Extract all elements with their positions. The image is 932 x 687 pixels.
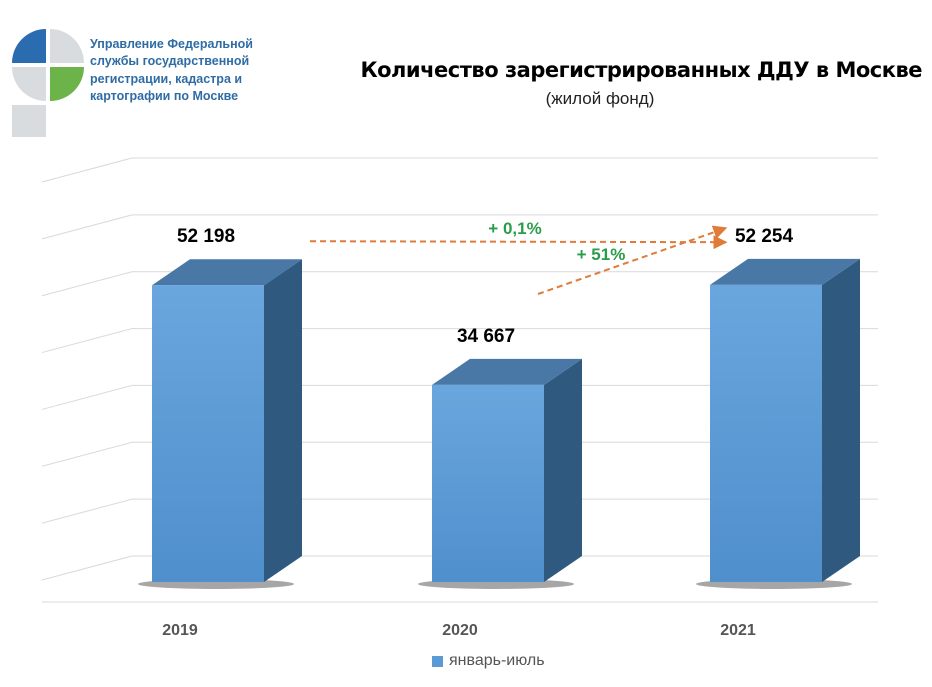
data-label: 34 667	[457, 326, 515, 347]
gridline-depth	[41, 555, 133, 581]
change-label: + 0,1%	[488, 219, 541, 238]
gridline-depth	[41, 498, 133, 524]
rosreestr-logo	[12, 29, 84, 137]
bar	[152, 285, 264, 582]
bars	[138, 258, 860, 589]
organization-line: службы государственной	[90, 54, 250, 69]
bar	[432, 384, 544, 582]
gridline-depth	[41, 214, 133, 240]
organization-name: Управление Федеральной службы государств…	[90, 36, 290, 105]
bar-side	[822, 258, 860, 582]
legend: январь-июль	[432, 652, 545, 670]
organization-line: Управление Федеральной	[90, 37, 253, 51]
bar	[710, 284, 822, 582]
chart-title: Количество зарегистрированных ДДУ в Моск…	[360, 58, 922, 82]
x-tick-label: 2021	[720, 622, 756, 639]
x-tick-label: 2019	[162, 622, 198, 639]
bar-side	[544, 358, 582, 582]
data-label: 52 254	[735, 226, 794, 247]
gridline-depth	[41, 441, 133, 467]
organization-line: регистрации, кадастра и	[90, 71, 243, 86]
gridline-depth	[41, 384, 133, 410]
bar-top	[432, 358, 582, 385]
organization-line: картографии по Москве	[90, 88, 239, 103]
legend-label: январь-июль	[449, 652, 545, 669]
chart-subtitle: (жилой фонд)	[545, 89, 655, 108]
change-label: + 51%	[577, 245, 626, 264]
gridline-depth	[41, 157, 133, 183]
bar-top	[152, 259, 302, 286]
legend-swatch	[432, 655, 443, 667]
bar-side	[264, 259, 302, 582]
x-tick-label: 2020	[442, 622, 478, 639]
change-arrow	[537, 225, 728, 295]
gridline-depth	[41, 271, 133, 297]
labels: 52 198 2019 34 667 2020 52 254 2021 + 0,1% + 51…	[162, 219, 793, 639]
bar-top	[710, 258, 860, 285]
data-label: 52 198	[177, 226, 235, 247]
change-arrow	[309, 235, 728, 250]
gridline-depth	[41, 328, 133, 354]
